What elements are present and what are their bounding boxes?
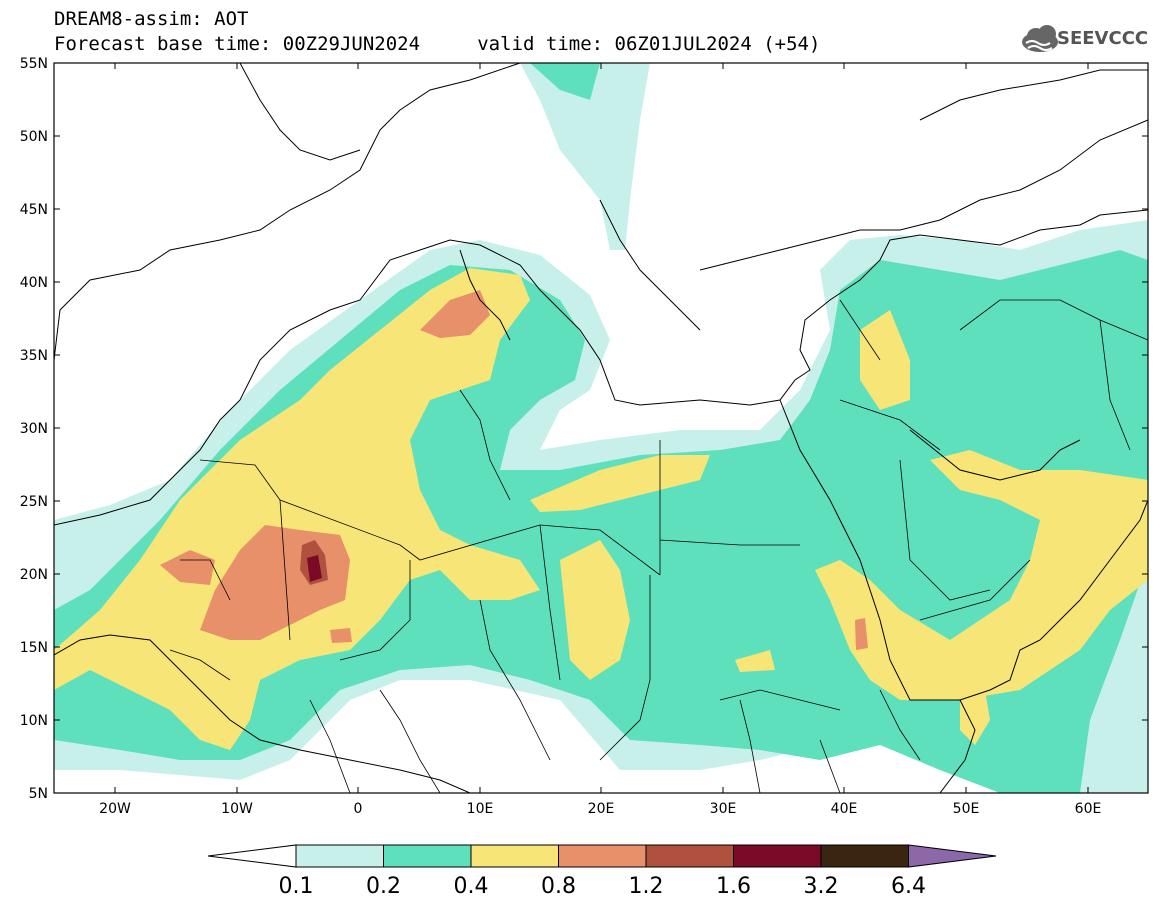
lat-label: 50N — [20, 129, 48, 145]
lat-label: 15N — [20, 640, 48, 656]
lon-label: 10E — [467, 801, 494, 817]
logo-text: SEEVCCC — [1057, 28, 1149, 49]
colorbar-swatch — [820, 844, 909, 868]
lat-label: 10N — [20, 713, 48, 729]
lon-label: 10W — [221, 801, 253, 817]
colorbar-swatch — [733, 844, 822, 868]
lon-label: 0 — [354, 801, 363, 817]
colorbar-label: 1.2 — [629, 874, 664, 899]
lon-label: 30E — [710, 801, 737, 817]
lon-label: 20E — [588, 801, 615, 817]
colorbar-swatch — [470, 844, 559, 868]
colorbar-label: 0.2 — [366, 874, 401, 899]
colorbar-swatch — [295, 844, 384, 868]
aot-band-0.8-tunisia — [420, 290, 490, 338]
aot-field — [54, 63, 1148, 793]
aot-band-0.4-central — [530, 455, 710, 512]
lat-label: 55N — [20, 56, 48, 72]
lon-label: 50E — [953, 801, 980, 817]
aot-band-0.1-north — [520, 63, 650, 250]
aot-band-0.2-north — [530, 63, 600, 100]
lat-label: 35N — [20, 348, 48, 364]
colorbar-label: 3.2 — [804, 874, 839, 899]
coastlines — [54, 63, 1148, 793]
lat-labels: 55N 50N 45N 40N 35N 30N 25N 20N 15N 10N … — [20, 56, 48, 802]
aot-band-0.4-horn — [960, 690, 990, 745]
map-title: DREAM8-assim: AOT — [54, 8, 249, 30]
country-borders — [169, 299, 1148, 793]
colorbar: 0.1 0.2 0.4 0.8 1.2 1.6 3.2 6.4 — [207, 844, 997, 899]
lat-label: 45N — [20, 202, 48, 218]
colorbar-under-triangle — [207, 844, 297, 868]
colorbar-label: 0.1 — [279, 874, 314, 899]
lat-label: 5N — [29, 786, 48, 802]
aot-band-0.8-sudan — [855, 618, 868, 650]
lat-label: 25N — [20, 494, 48, 510]
lon-labels: 20W 10W 0 10E 20E 30E 40E 50E 60E — [99, 801, 1101, 817]
colorbar-label: 0.8 — [541, 874, 576, 899]
lat-label: 20N — [20, 567, 48, 583]
cloud-icon — [1022, 25, 1058, 52]
colorbar-swatch — [383, 844, 472, 868]
lon-label: 60E — [1075, 801, 1102, 817]
aot-band-1.6 — [307, 555, 322, 582]
lat-label: 40N — [20, 275, 48, 291]
lon-label: 40E — [831, 801, 858, 817]
seevccc-logo — [1022, 25, 1058, 52]
colorbar-swatch — [558, 844, 647, 868]
colorbar-swatch — [645, 844, 734, 868]
colorbar-label: 1.6 — [716, 874, 751, 899]
aot-band-0.4 — [54, 268, 540, 750]
colorbar-over-triangle — [908, 844, 997, 868]
aot-band-0.4-patch — [735, 650, 775, 672]
aot-band-0.4-arabia — [815, 450, 1148, 700]
aot-band-0.4-iraq — [860, 310, 910, 410]
colorbar-label: 6.4 — [891, 874, 926, 899]
aot-band-0.4-chad — [560, 540, 630, 680]
aot-band-0.8-patch — [330, 628, 352, 643]
colorbar-label: 0.4 — [454, 874, 489, 899]
forecast-time-line: Forecast base time: 00Z29JUN2024 valid t… — [54, 33, 821, 55]
lon-label: 20W — [99, 801, 131, 817]
aot-band-0.8-west — [160, 550, 215, 585]
axis-ticks — [54, 62, 1148, 793]
lat-label: 30N — [20, 421, 48, 437]
